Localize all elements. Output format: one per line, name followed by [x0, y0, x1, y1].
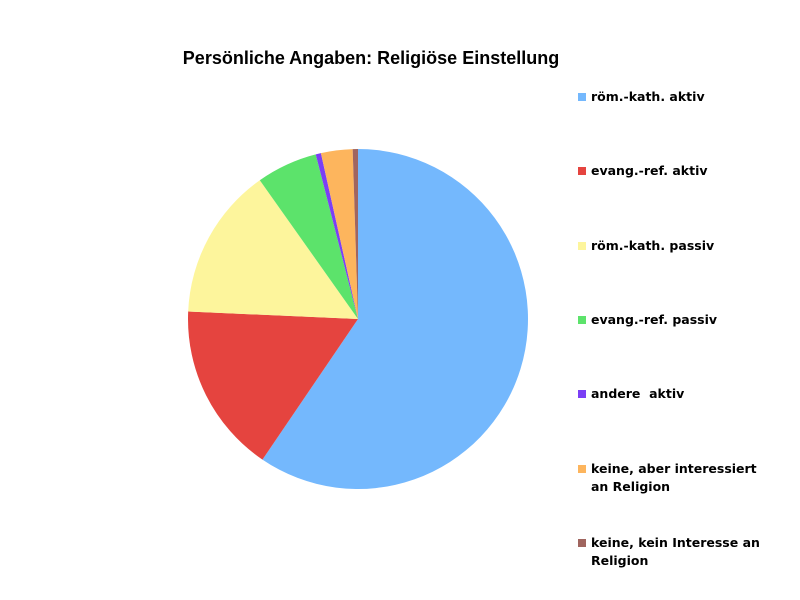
legend-swatch	[578, 241, 586, 250]
pie-slice	[320, 149, 358, 319]
chart-title: Persönliche Angaben: Religiöse Einstellu…	[183, 48, 559, 68]
legend-item: keine, kein Interesse an Religion	[578, 534, 778, 570]
pie-slice	[315, 153, 358, 319]
legend-label: keine, kein Interesse an Religion	[591, 534, 765, 568]
legend-label: röm.-kath. passiv	[591, 237, 715, 253]
pie-slice	[262, 149, 528, 489]
legend-swatch	[578, 315, 586, 324]
legend-swatch	[578, 538, 586, 547]
legend-label: evang.-ref. aktiv	[591, 163, 708, 179]
legend-swatch	[578, 167, 586, 176]
legend-swatch	[578, 390, 586, 399]
legend-item: evang.-ref. passiv	[578, 311, 778, 329]
pie-slice	[259, 154, 358, 319]
legend-item: röm.-kath. passiv	[578, 237, 778, 255]
legend-item: keine, aber interessiert an Religion	[578, 460, 778, 496]
legend-item: evang.-ref. aktiv	[578, 162, 778, 180]
legend-label: röm.-kath. aktiv	[591, 89, 705, 104]
legend-item: röm.-kath. aktiv	[578, 88, 778, 106]
legend-swatch	[578, 464, 586, 473]
legend-label: keine, aber interessiert an Religion	[591, 460, 762, 494]
pie-slice	[188, 180, 358, 319]
pie-slice	[352, 149, 358, 319]
legend-swatch	[578, 93, 586, 101]
legend-label: evang.-ref. passiv	[591, 311, 718, 327]
legend-label: andere aktiv	[591, 386, 685, 402]
pie-slice	[188, 311, 358, 460]
legend-item: andere aktiv	[578, 385, 778, 403]
